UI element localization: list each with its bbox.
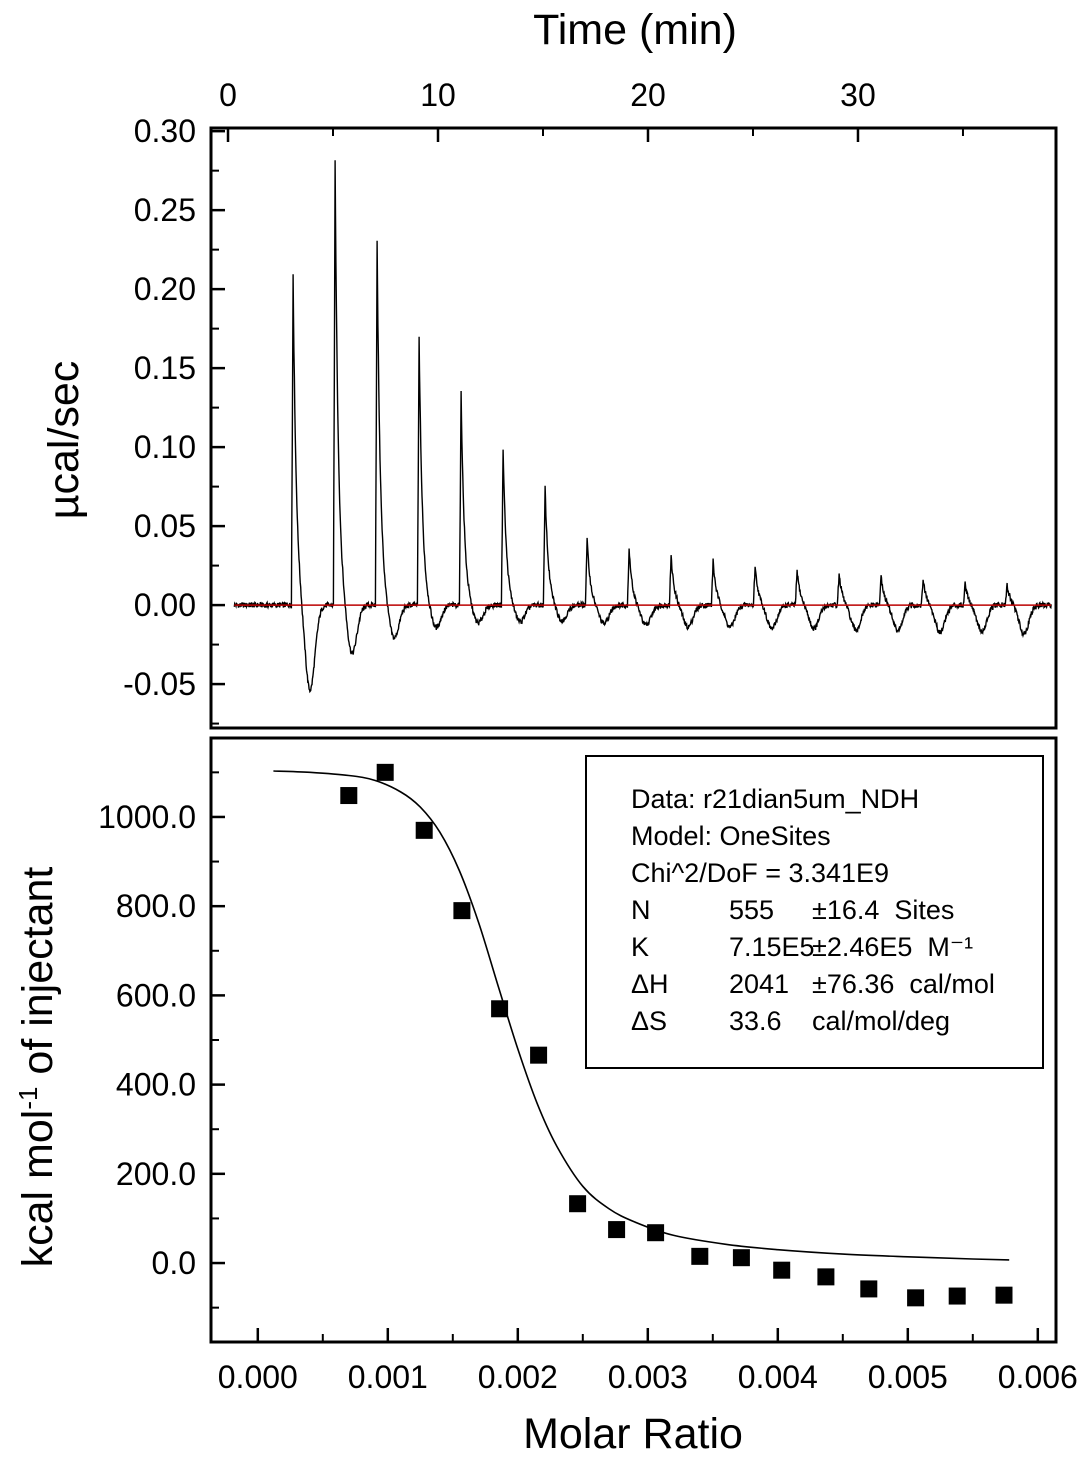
data-point-square [530, 1046, 548, 1064]
bottom-x-tick-label: 0.003 [608, 1359, 688, 1395]
top-frame [209, 126, 1058, 730]
top-x-tick-label: 30 [840, 77, 876, 113]
bottom-plot-area: 0.000 0.001 0.002 0.003 0.004 0.005 0.006 1000.… [98, 736, 1078, 1395]
top-y-tick-label: 0.05 [134, 508, 196, 544]
bottom-x-tick-label: 0.004 [738, 1359, 818, 1395]
param-name: N [631, 895, 651, 925]
bottom-x-tick-label: 0.006 [998, 1359, 1078, 1395]
data-point-square [453, 902, 471, 920]
param-name: K [631, 932, 650, 962]
data-point-square [995, 1286, 1013, 1304]
bottom-y-tick-label: 1000.0 [98, 799, 196, 835]
fit-results-box: Data: r21dian5um_NDH Model: OneSites Chi… [585, 755, 1044, 1069]
bottom-y-tick-label: 200.0 [116, 1156, 196, 1192]
data-point-square [907, 1289, 925, 1307]
data-point-square [376, 763, 394, 781]
top-plot-area: 0 10 20 30 0.30 0.25 0.20 0.15 0.10 0.05 0.00 -0.05 [123, 77, 1058, 730]
top-y-tick-label: 0.25 [134, 192, 196, 228]
ylabel-superscript: -1 [13, 1087, 43, 1110]
top-x-tick-label: 20 [630, 77, 666, 113]
ylabel-suffix: of injectant [14, 867, 62, 1087]
fit-param-row-ds: ΔS 33.6 cal/mol/deg [631, 1003, 1042, 1040]
top-y-tick-label: -0.05 [123, 666, 196, 702]
top-y-tick-label: 0.30 [134, 113, 196, 149]
top-y-tick-label: 0.10 [134, 429, 196, 465]
bottom-x-axis-label: Molar Ratio [523, 1410, 743, 1458]
bottom-y-tick-label: 600.0 [116, 977, 196, 1013]
data-point-square [691, 1247, 709, 1265]
fit-param-row-n: N 555 ±16.4 Sites [631, 892, 1042, 929]
param-name: ΔH [631, 969, 669, 999]
top-x-tick-label: 0 [219, 77, 237, 113]
top-y-axis-label: µcal/sec [40, 361, 88, 520]
bottom-x-tick-label: 0.005 [868, 1359, 948, 1395]
param-value: 33.6 [729, 1006, 782, 1036]
bottom-y-axis-label: kcal mol-1 of injectant [13, 867, 62, 1268]
binding-isotherm-panel: 0.000 0.001 0.002 0.003 0.004 0.005 0.006 1000.… [13, 736, 1078, 1458]
param-error-unit: cal/mol/deg [812, 1006, 951, 1036]
data-point-square [647, 1224, 665, 1242]
data-point-square [569, 1195, 587, 1213]
top-y-tick-label: 0.15 [134, 350, 196, 386]
param-name: ΔS [631, 1006, 668, 1036]
param-error-unit: ±76.36 cal/mol [812, 969, 995, 999]
param-value: 555 [729, 895, 775, 925]
raw-injection-trace [233, 160, 1052, 694]
fit-param-row-dh: ΔH 2041 ±76.36 cal/mol [631, 966, 1042, 1003]
param-value: 7.15E5 [729, 932, 815, 962]
data-point-square [491, 1000, 509, 1018]
raw-heat-panel: 0 10 20 30 0.30 0.25 0.20 0.15 0.10 0.05 0.00 -0.05… [40, 6, 1058, 730]
data-point-square [948, 1287, 966, 1305]
param-error-unit: ±16.4 Sites [812, 895, 955, 925]
one-sites-fit-curve [273, 770, 1010, 1261]
ylabel-prefix: kcal mol [14, 1110, 62, 1268]
param-error-unit: ±2.46E5 M⁻¹ [812, 932, 974, 962]
data-point-square [732, 1249, 750, 1267]
data-point-square [340, 787, 358, 805]
top-x-tick-label: 10 [420, 77, 456, 113]
bottom-x-tick-label: 0.000 [218, 1359, 298, 1395]
data-point-square [773, 1261, 791, 1279]
data-point-square [860, 1280, 878, 1298]
fit-chi-squared: Chi^2/DoF = 3.341E9 [631, 858, 890, 888]
bottom-x-tick-label: 0.002 [478, 1359, 558, 1395]
fit-model: Model: OneSites [631, 821, 831, 851]
bottom-y-tick-label: 400.0 [116, 1067, 196, 1103]
data-point-square [817, 1268, 835, 1286]
bottom-y-tick-label: 800.0 [116, 888, 196, 924]
data-point-square [608, 1221, 626, 1239]
fit-data-name: Data: r21dian5um_NDH [631, 784, 920, 814]
param-value: 2041 [729, 969, 790, 999]
fit-param-row-k: K 7.15E5 ±2.46E5 M⁻¹ [631, 929, 1042, 966]
top-y-tick-label: 0.20 [134, 271, 196, 307]
bottom-x-tick-label: 0.001 [348, 1359, 428, 1395]
top-x-axis-title: Time (min) [533, 6, 737, 54]
top-y-tick-label: 0.00 [134, 587, 196, 623]
data-point-square [415, 821, 433, 839]
bottom-y-tick-label: 0.0 [152, 1245, 196, 1281]
